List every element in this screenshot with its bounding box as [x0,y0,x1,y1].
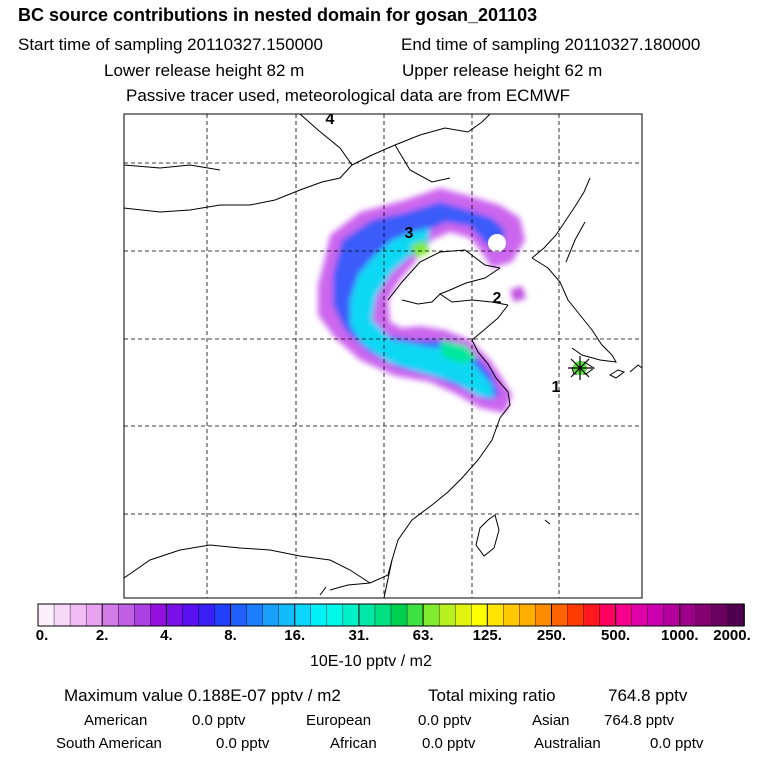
colorbar-cell [150,603,168,627]
colorbar-cell [101,603,120,627]
colorbar-cell [182,603,200,627]
colorbar-cell [390,603,408,627]
colorbar-tick-label: 31. [348,627,370,644]
colorbar-cell [535,603,553,627]
colorbar-cell [37,603,55,627]
colorbar-cell [679,603,697,627]
lower-release-height: Lower release height 82 m [104,61,305,80]
source-value-australian: 0.0 pptv [650,735,704,752]
total-mixing-ratio-label: Total mixing ratio [428,686,556,705]
colorbar-cell [278,603,296,627]
colorbar-cell [695,603,713,627]
plot-title: BC source contributions in nested domain… [18,5,538,25]
track-label-2: 2 [493,290,502,307]
source-name-asian: Asian [532,712,570,729]
source-name-american: American [84,712,148,729]
colorbar-cell [134,603,152,627]
colorbar-cell [374,603,392,627]
colorbar-cell [519,603,537,627]
source-value-asian: 764.8 pptv [604,712,675,729]
colorbar-tick-label: 63. [412,627,434,644]
total-mixing-ratio-value: 764.8 pptv [608,686,688,705]
colorbar-cell [406,603,424,627]
colorbar-cell [230,603,248,627]
source-value-american: 0.0 pptv [192,712,246,729]
colorbar-tick-label: 0. [35,627,49,644]
source-name-south-american: South American [56,735,162,752]
coastlines [124,114,642,598]
colorbar-cell [454,603,473,627]
colorbar-cell [567,603,585,627]
colorbar-cell [599,603,617,627]
colorbar-tick-label: 8. [224,627,237,644]
sampling-start: Start time of sampling 20110327.150000 [18,35,323,54]
source-name-european: European [306,712,372,729]
track-label-3: 3 [405,225,414,242]
colorbar-cell [358,603,376,627]
colorbar-cell [53,603,71,627]
colorbar-cell [647,603,665,627]
colorbar-cell [310,603,328,627]
colorbar-cell [727,603,745,627]
colorbar-tick-label: 125. [472,627,502,644]
concentration-field [318,188,526,413]
colorbar-tick-label: 1000. [661,627,699,644]
colorbar-cell [503,603,521,627]
maximum-value: Maximum value 0.188E-07 pptv / m2 [64,686,341,705]
colorbar-cell [69,603,87,627]
colorbar-tick-label: 250. [536,627,567,644]
source-value-south-american: 0.0 pptv [216,735,270,752]
tracer-note: Passive tracer used, meteorological data… [126,86,571,105]
colorbar-cell [583,603,601,627]
colorbar-cell [262,603,280,627]
track-label-1: 1 [552,379,561,396]
colorbar-tick-label: 16. [284,627,306,644]
colorbar-tick-label: 500. [601,627,631,644]
source-value-european: 0.0 pptv [418,712,472,729]
colorbar-cell [294,603,312,627]
colorbar-tick-label: 4. [160,627,173,644]
colorbar-cell [85,603,103,627]
sampling-end: End time of sampling 20110327.180000 [401,35,701,54]
source-value-african: 0.0 pptv [422,735,476,752]
colorbar-cell [198,603,216,627]
plume-gap [488,234,506,252]
colorbar-cell [326,603,344,627]
colorbar-cell [471,603,489,627]
colorbar-cell [631,603,649,627]
colorbar-cell [118,603,136,627]
colorbar-cell [246,603,264,627]
upper-release-height: Upper release height 62 m [402,61,603,80]
colorbar-cell [551,603,569,627]
track-label-4: 4 [326,111,335,128]
colorbar-unit: 10E-10 pptv / m2 [310,653,432,670]
colorbar-cell [615,603,633,627]
colorbar-cell [487,603,505,627]
colorbar-cell [214,603,232,627]
colorbar-cell [422,603,440,627]
colorbar-tick-label: 2000. [713,627,751,644]
receptor-marker-icon [568,356,592,380]
map-frame [123,113,643,599]
lat-lon-grid [124,114,642,598]
source-name-australian: Australian [534,735,601,752]
colorbar-cell [342,603,360,627]
source-name-african: African [330,735,377,752]
colorbar-tick-label: 2. [95,627,109,644]
colorbar-cell [438,603,456,627]
colorbar-cell [711,603,729,627]
colorbar-cell [663,603,681,627]
colorbar-cell [166,603,184,627]
